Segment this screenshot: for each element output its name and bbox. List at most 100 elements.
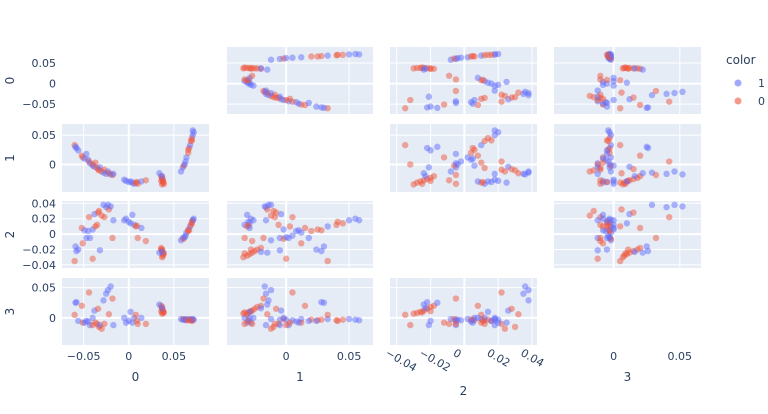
- panel-0-1[interactable]: [227, 47, 373, 114]
- data-point: [240, 65, 247, 72]
- data-point: [599, 211, 607, 219]
- data-point: [188, 317, 196, 325]
- data-point: [457, 317, 465, 324]
- data-point: [422, 172, 429, 180]
- data-point: [79, 240, 86, 247]
- panel-2-1[interactable]: [227, 201, 373, 268]
- data-point: [624, 246, 632, 253]
- data-point: [603, 150, 611, 158]
- data-point: [109, 234, 116, 242]
- data-point: [334, 317, 341, 325]
- data-point: [324, 257, 331, 265]
- data-point: [134, 234, 141, 242]
- data-point: [267, 286, 275, 294]
- data-point: [257, 65, 265, 72]
- data-point: [289, 54, 296, 61]
- data-point: [639, 170, 646, 177]
- data-point: [262, 87, 270, 94]
- data-point: [247, 246, 255, 253]
- data-point: [339, 51, 346, 59]
- data-point: [142, 320, 150, 328]
- data-point: [318, 298, 325, 306]
- panel-1-2[interactable]: [390, 124, 537, 192]
- data-point: [313, 317, 320, 325]
- panel-3-2[interactable]: [390, 278, 537, 345]
- data-point: [440, 101, 448, 108]
- x-axis-title-0: 0: [132, 370, 140, 384]
- panel-3-0[interactable]: [62, 278, 209, 345]
- data-point: [188, 137, 196, 144]
- data-point: [262, 321, 270, 329]
- data-point: [652, 234, 660, 242]
- data-point: [110, 170, 117, 178]
- data-point: [452, 160, 460, 167]
- data-point: [110, 217, 117, 224]
- y-tick-label: 0.05: [32, 129, 57, 142]
- data-point: [85, 213, 93, 221]
- data-point: [447, 168, 455, 175]
- data-point: [610, 82, 617, 89]
- data-point: [445, 320, 453, 328]
- legend-marker-1: [734, 79, 742, 87]
- panel-0-3[interactable]: [554, 47, 701, 114]
- data-point: [617, 141, 624, 149]
- legend: color 1 0: [726, 53, 765, 108]
- data-point: [636, 101, 644, 109]
- data-point: [407, 96, 414, 104]
- data-point: [248, 72, 256, 79]
- data-point: [324, 52, 331, 59]
- panel-1-0[interactable]: [62, 124, 209, 192]
- data-point: [334, 218, 341, 225]
- x-tick-label: 0.05: [162, 350, 187, 363]
- data-point: [402, 141, 409, 149]
- data-point: [142, 237, 150, 245]
- data-point: [525, 297, 532, 304]
- data-point: [286, 319, 294, 326]
- data-point: [280, 226, 287, 233]
- data-point: [488, 51, 495, 59]
- data-point: [89, 314, 96, 322]
- data-point: [498, 91, 505, 98]
- panels: [62, 47, 701, 345]
- data-point: [407, 321, 414, 329]
- data-point: [267, 56, 275, 63]
- data-point: [631, 172, 638, 180]
- panel-0-2[interactable]: [390, 47, 537, 114]
- data-point: [663, 170, 670, 178]
- data-point: [440, 154, 448, 161]
- data-point: [671, 168, 678, 175]
- data-point: [334, 51, 341, 59]
- data-point: [440, 319, 448, 326]
- data-point: [521, 283, 529, 290]
- data-point: [243, 211, 251, 219]
- data-point: [623, 220, 631, 227]
- data-point: [324, 311, 331, 319]
- panel-1-3[interactable]: [554, 124, 701, 192]
- data-point: [427, 147, 434, 154]
- data-point: [452, 87, 460, 95]
- y-tick-label: 0: [49, 158, 56, 171]
- data-point: [639, 249, 646, 256]
- data-point: [318, 316, 325, 323]
- data-point: [101, 213, 108, 221]
- data-point: [280, 314, 287, 322]
- data-point: [597, 72, 604, 79]
- legend-item-0[interactable]: 0: [734, 95, 766, 108]
- data-point: [515, 170, 522, 177]
- legend-item-1[interactable]: 1: [734, 77, 766, 90]
- panel-2-3[interactable]: [554, 201, 701, 268]
- data-point: [410, 65, 417, 72]
- data-point: [410, 310, 417, 317]
- data-point: [427, 307, 434, 315]
- panel-2-0[interactable]: [62, 201, 209, 268]
- data-point: [644, 247, 652, 255]
- data-point: [286, 223, 294, 230]
- panel-3-1[interactable]: [227, 278, 373, 345]
- data-point: [339, 220, 346, 227]
- data-point: [425, 321, 433, 329]
- legend-label-1: 1: [758, 77, 765, 90]
- data-point: [618, 170, 625, 177]
- data-point: [305, 99, 313, 107]
- data-point: [282, 255, 290, 262]
- data-point: [666, 98, 673, 105]
